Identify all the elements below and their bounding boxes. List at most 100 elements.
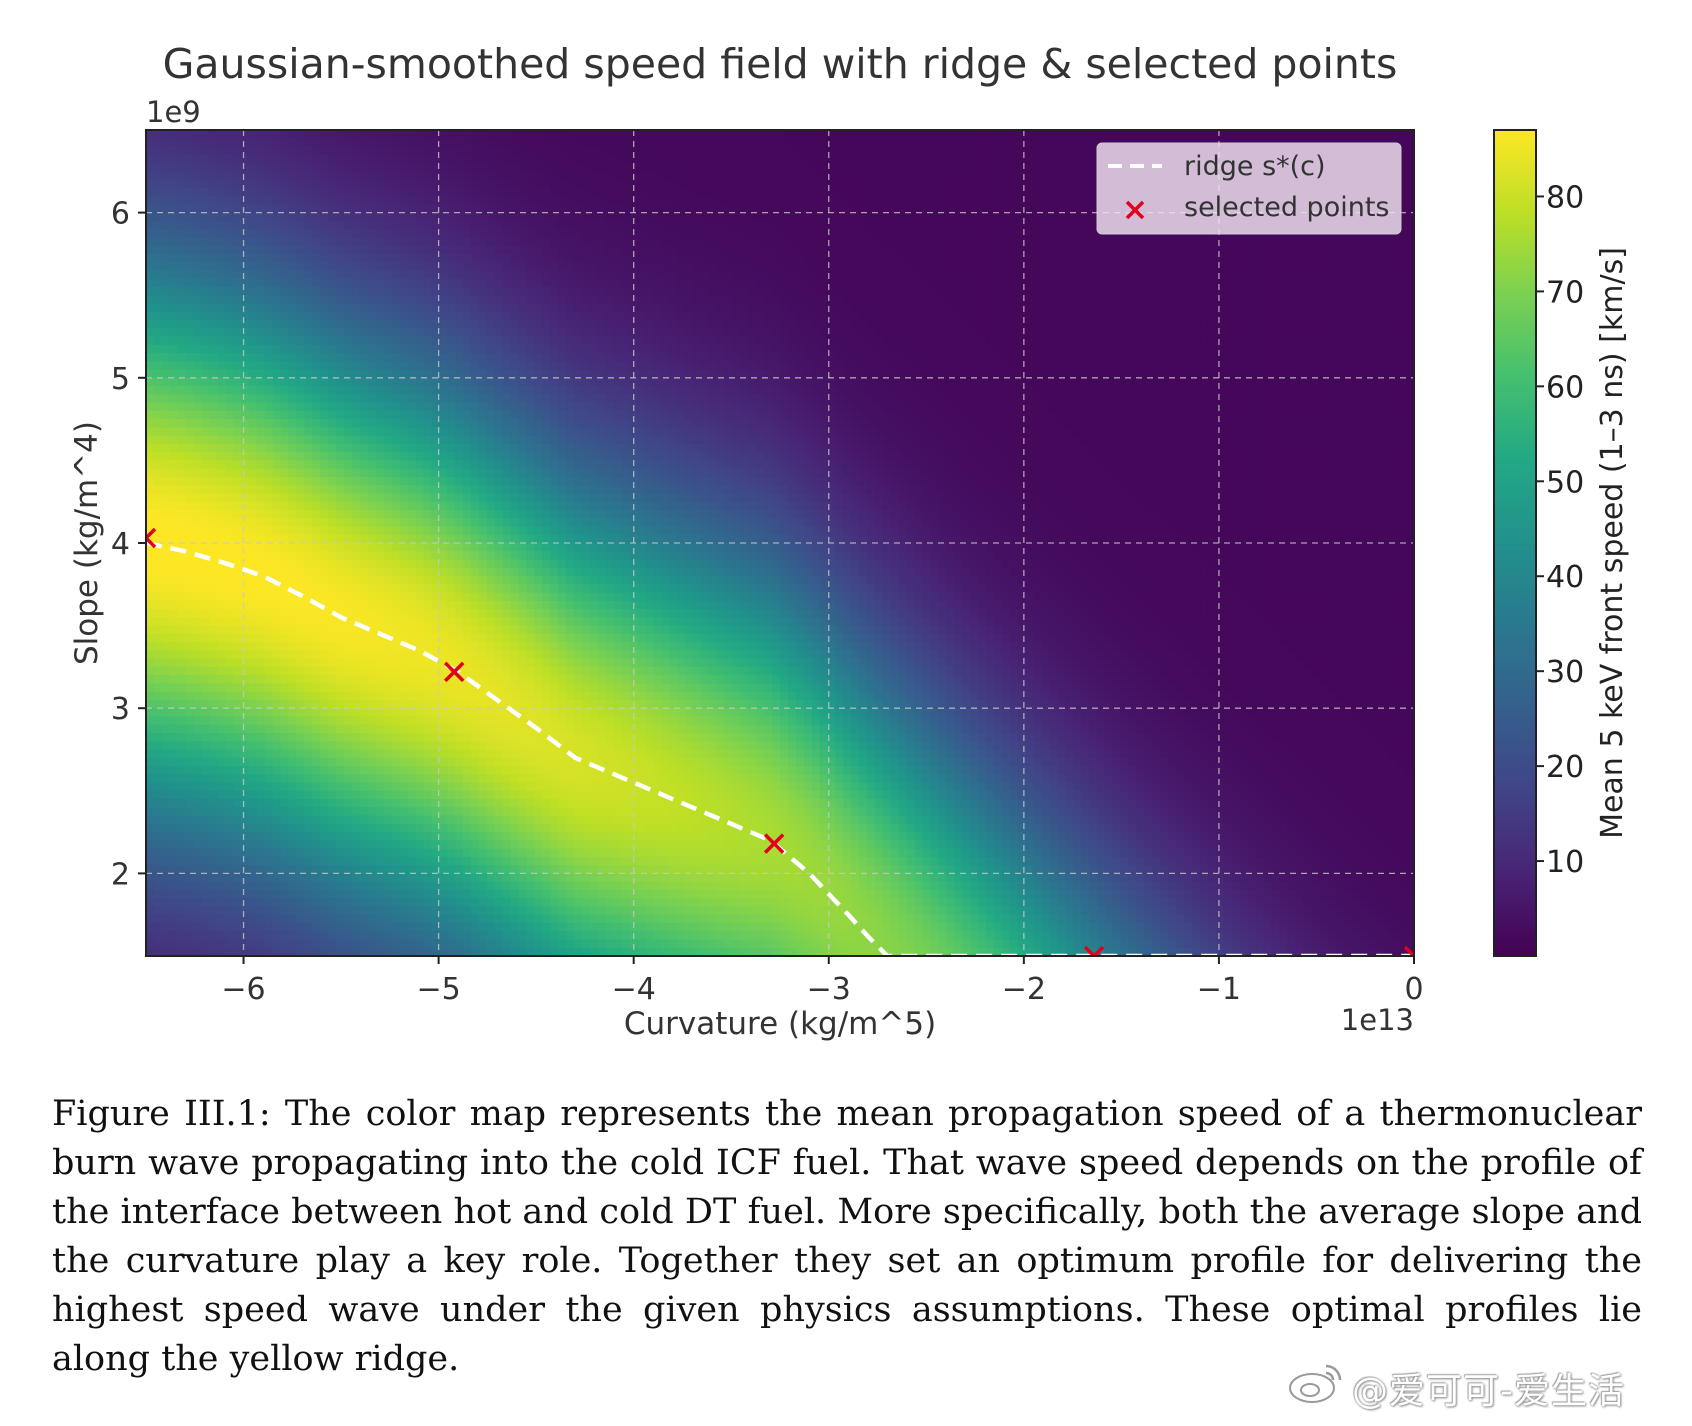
heatmap-cell	[391, 567, 401, 577]
heatmap-cell	[304, 889, 314, 899]
heatmap-cell	[296, 889, 306, 899]
heatmap-cell	[193, 163, 203, 172]
heatmap-cell	[296, 509, 306, 519]
heatmap-cell	[177, 741, 187, 751]
heatmap-cell	[264, 592, 274, 602]
heatmap-cell	[534, 270, 543, 280]
heatmap-cell	[478, 666, 488, 676]
heatmap-cell	[288, 278, 298, 288]
heatmap-cell	[478, 815, 488, 825]
heatmap-cell	[423, 344, 432, 354]
heatmap-cell	[328, 931, 337, 941]
heatmap-cell	[264, 708, 274, 718]
heatmap-cell	[359, 823, 369, 833]
heatmap-cell	[367, 881, 377, 891]
heatmap-cell	[510, 130, 520, 139]
heatmap-cell	[470, 286, 480, 296]
heatmap-cell	[153, 807, 163, 817]
heatmap-cell	[391, 278, 401, 288]
heatmap-cell	[264, 377, 274, 387]
heatmap-cell	[185, 419, 195, 428]
heatmap-cell	[455, 898, 464, 908]
heatmap-cell	[146, 699, 155, 709]
heatmap-cell	[486, 683, 496, 693]
heatmap-cell	[217, 567, 226, 577]
heatmap-cell	[233, 898, 242, 908]
heatmap-cell	[367, 410, 377, 420]
heatmap-cell	[486, 526, 496, 536]
heatmap-cell	[241, 543, 250, 552]
heatmap-cell	[447, 683, 456, 693]
heatmap-cell	[336, 419, 345, 428]
heatmap-cell	[359, 782, 369, 792]
heatmap-cell	[185, 328, 195, 338]
heatmap-cell	[336, 790, 345, 800]
heatmap-cell	[352, 286, 361, 296]
heatmap-cell	[296, 196, 306, 205]
heatmap-cell	[494, 840, 504, 850]
heatmap-cell	[296, 832, 306, 841]
heatmap-cell	[217, 138, 226, 148]
heatmap-cell	[391, 642, 401, 651]
heatmap-cell	[431, 823, 440, 833]
heatmap-cell	[161, 452, 171, 461]
heatmap-cell	[518, 947, 527, 956]
heatmap-cell	[320, 443, 329, 453]
heatmap-cell	[296, 336, 306, 346]
heatmap-cell	[249, 130, 258, 139]
heatmap-cell	[399, 262, 409, 272]
heatmap-cell	[447, 130, 456, 139]
heatmap-cell	[526, 592, 535, 602]
heatmap-cell	[328, 303, 337, 313]
heatmap-cell	[431, 361, 440, 371]
heatmap-cell	[169, 138, 179, 148]
heatmap-cell	[415, 543, 424, 552]
heatmap-cell	[296, 353, 306, 362]
heatmap-cell	[407, 666, 417, 676]
heatmap-cell	[455, 840, 464, 850]
heatmap-cell	[312, 675, 321, 685]
heatmap-cell	[264, 807, 274, 817]
heatmap-cell	[233, 253, 242, 263]
heatmap-cell	[407, 476, 417, 486]
heatmap-cell	[146, 832, 155, 841]
heatmap-cell	[518, 617, 527, 627]
heatmap-cell	[431, 468, 440, 478]
heatmap-cell	[233, 708, 242, 718]
heatmap-cell	[399, 567, 409, 577]
heatmap-cell	[193, 204, 203, 214]
heatmap-cell	[304, 344, 314, 354]
heatmap-cell	[169, 865, 179, 874]
heatmap-cell	[328, 576, 337, 585]
heatmap-cell	[510, 699, 520, 709]
heatmap-cell	[336, 204, 345, 214]
heatmap-cell	[209, 790, 218, 800]
heatmap-cell	[336, 617, 345, 627]
heatmap-cell	[328, 452, 337, 461]
heatmap-cell	[415, 766, 424, 775]
heatmap-cell	[383, 658, 393, 668]
heatmap-cell	[193, 716, 203, 726]
heatmap-cell	[249, 699, 258, 709]
heatmap-cell	[296, 319, 306, 329]
heatmap-cell	[193, 171, 203, 181]
heatmap-cell	[391, 675, 401, 685]
heatmap-cell	[375, 336, 385, 346]
heatmap-cell	[383, 237, 393, 247]
heatmap-cell	[423, 815, 432, 825]
heatmap-cell	[225, 567, 234, 577]
heatmap-cell	[185, 476, 195, 486]
heatmap-cell	[344, 518, 353, 528]
heatmap-cell	[478, 906, 488, 916]
heatmap-cell	[304, 625, 314, 635]
heatmap-cell	[233, 790, 242, 800]
heatmap-cell	[201, 898, 210, 908]
heatmap-cell	[185, 741, 195, 751]
heatmap-cell	[153, 386, 163, 395]
heatmap-cell	[526, 336, 535, 346]
heatmap-cell	[304, 551, 314, 561]
heatmap-cell	[486, 650, 496, 660]
heatmap-cell	[423, 832, 432, 841]
heatmap-cell	[312, 576, 321, 585]
heatmap-cell	[249, 889, 258, 899]
